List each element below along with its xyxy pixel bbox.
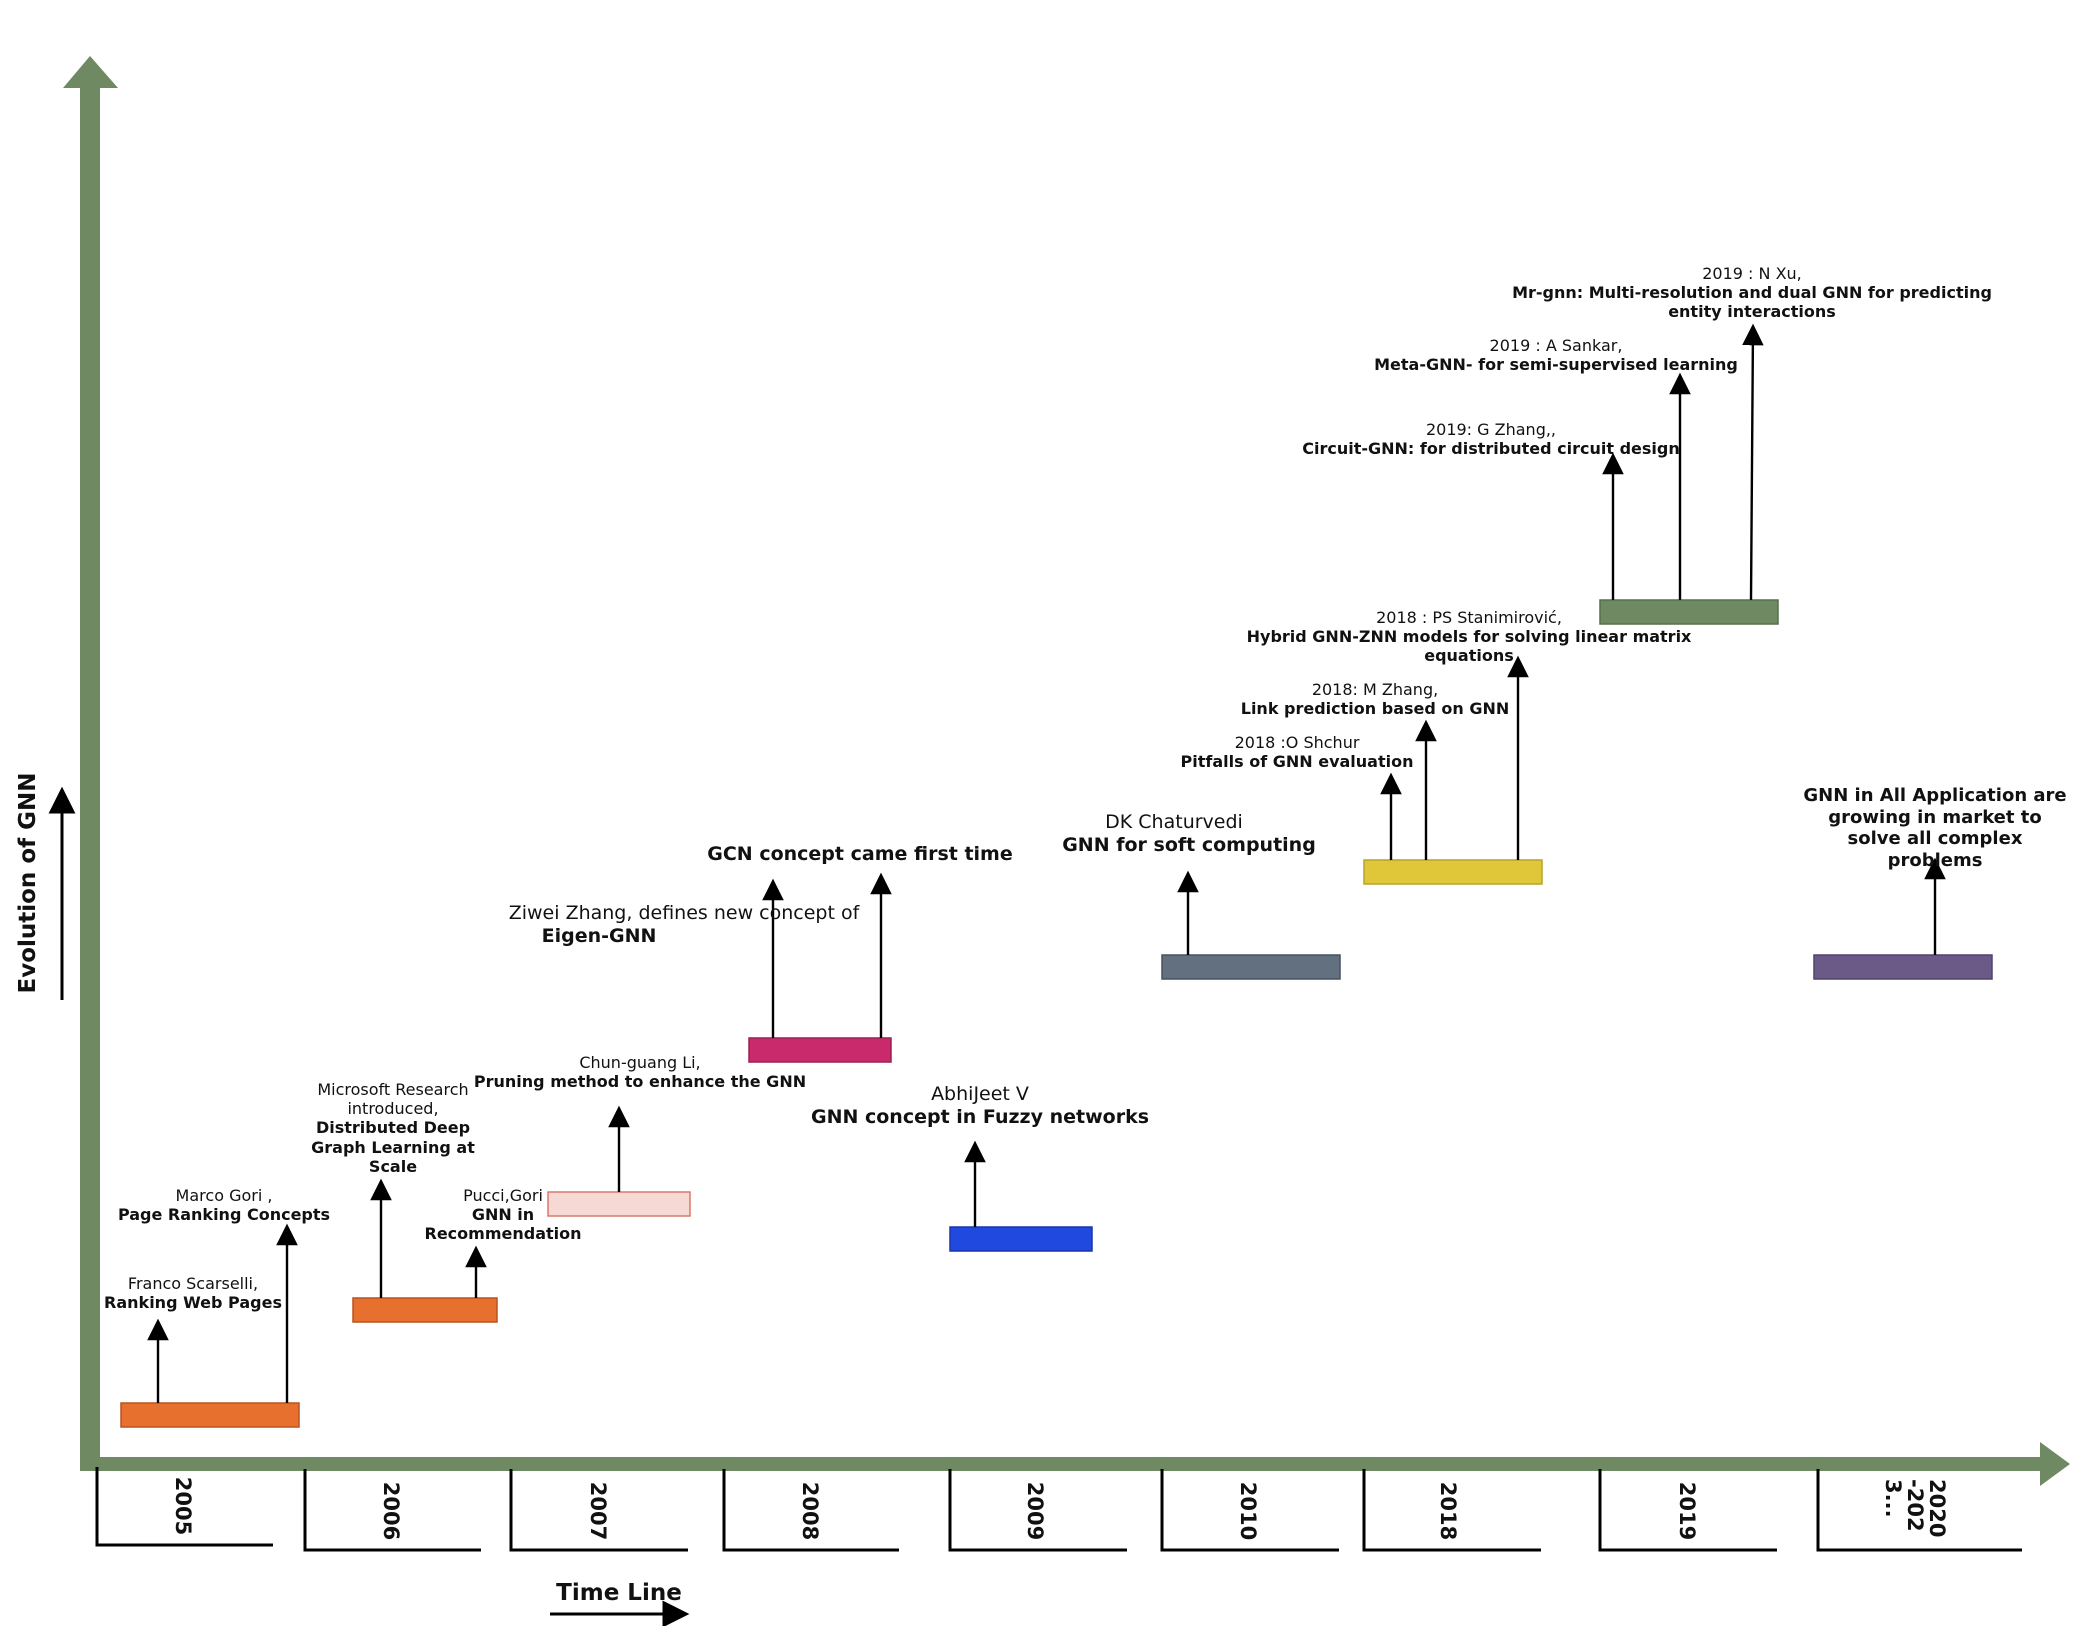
year-bracket-2019 (1598, 1469, 1777, 1552)
event-title: GNN for soft computing (1062, 833, 1316, 856)
y-axis-title: Evolution of GNN (15, 772, 41, 994)
event-author: 2018: M Zhang, (1311, 680, 1439, 699)
event-author: 2019 : A Sankar, (1489, 336, 1623, 355)
year-bracket-2009 (948, 1469, 1127, 1552)
event-title: Eigen-GNN (541, 924, 657, 947)
event-author: 2019: G Zhang,, (1425, 420, 1557, 439)
event-author: 2019 : N Xu, (1702, 264, 1802, 283)
event-m-zhang: 2018: M Zhang, Link prediction based on … (1241, 680, 1510, 718)
event-g-zhang: 2019: G Zhang,, Circuit-GNN: for distrib… (1302, 420, 1680, 458)
event-scarselli: Franco Scarselli, Ranking Web Pages (104, 1274, 282, 1312)
event-gcn: GCN concept came first time (707, 843, 1012, 866)
x-axis-title: Time Line (556, 1580, 682, 1606)
year-label-2018: 2018 (1436, 1481, 1461, 1541)
event-stanimirovic: 2018 : PS Stanimirović, Hybrid GNN-ZNN m… (1244, 608, 1694, 666)
bar-2010 (1161, 954, 1341, 980)
year-bracket-2020-2023 (1816, 1469, 2022, 1552)
year-bracket-2010 (1160, 1469, 1339, 1552)
year-label-2009: 2009 (1023, 1481, 1048, 1541)
y-axis (80, 85, 100, 1470)
bar-2009 (949, 1226, 1093, 1252)
year-bracket-2007 (509, 1469, 688, 1552)
year-label-2006: 2006 (379, 1481, 404, 1541)
event-author: DK Chaturvedi (1105, 811, 1243, 833)
event-chun-guang: Chun-guang Li, Pruning method to enhance… (474, 1053, 806, 1091)
event-fuzzy: AbhiJeet V GNN concept in Fuzzy networks (811, 1083, 1149, 1129)
event-gori: Marco Gori , Page Ranking Concepts (118, 1186, 330, 1224)
year-bracket-2005 (95, 1467, 273, 1547)
bar-2006 (352, 1297, 498, 1323)
event-title: Circuit-GNN: for distributed circuit des… (1302, 439, 1680, 459)
event-title: GNN in All Application are growing in ma… (1803, 785, 2067, 871)
event-author: Ziwei Zhang, defines new concept of (508, 902, 860, 924)
bar-2018 (1363, 859, 1543, 885)
bar-2019 (1599, 599, 1779, 625)
event-pucci: Pucci,Gori GNN in Recommendation (418, 1186, 588, 1244)
event-author: 2018 : PS Stanimirović, (1376, 608, 1562, 627)
bar-2008 (748, 1037, 892, 1063)
y-axis-arrowhead (63, 56, 118, 88)
event-title: GNN concept in Fuzzy networks (810, 1105, 1150, 1128)
bar-2020-2023 (1813, 954, 1993, 980)
event-title: Page Ranking Concepts (117, 1205, 331, 1225)
year-bracket-2006 (303, 1469, 481, 1552)
event-author: 2018 :O Shchur (1234, 733, 1360, 752)
event-sankar: 2019 : A Sankar, Meta-GNN- for semi-supe… (1374, 336, 1738, 374)
event-author: AbhiJeet V (931, 1083, 1029, 1105)
event-author: Pucci,Gori (463, 1186, 543, 1205)
event-title: Mr-gnn: Multi-resolution and dual GNN fo… (1512, 283, 1992, 322)
event-all-applications: GNN in All Application are growing in ma… (1800, 785, 2070, 871)
year-label-2020-2023: 2020-2023... (1880, 1479, 1950, 1538)
bar-2005 (120, 1402, 300, 1428)
event-author: Chun-guang Li, (579, 1053, 701, 1072)
year-label-2005: 2005 (171, 1476, 196, 1536)
year-label-2008: 2008 (798, 1481, 823, 1541)
event-title: Hybrid GNN-ZNN models for solving linear… (1246, 627, 1692, 666)
event-title: GNN in Recommendation (424, 1205, 582, 1244)
event-title: Pitfalls of GNN evaluation (1180, 752, 1414, 772)
event-eigen-gnn: Ziwei Zhang, defines new concept of Eige… (509, 902, 860, 948)
x-axis (80, 1457, 2045, 1471)
event-author: Microsoft Research introduced, (317, 1080, 469, 1119)
event-title: Link prediction based on GNN (1240, 699, 1510, 719)
event-n-xu: 2019 : N Xu, Mr-gnn: Multi-resolution an… (1507, 264, 1997, 322)
event-soft-computing: DK Chaturvedi GNN for soft computing (1062, 811, 1316, 857)
year-bracket-2018 (1362, 1469, 1541, 1552)
event-title: Pruning method to enhance the GNN (473, 1072, 807, 1092)
event-title: Meta-GNN- for semi-supervised learning (1374, 355, 1738, 375)
year-label-2007: 2007 (586, 1481, 611, 1541)
arrow-n-xu (1742, 323, 1764, 601)
year-label-2019: 2019 (1675, 1481, 1700, 1541)
x-axis-arrowhead (2040, 1442, 2070, 1486)
event-author: Franco Scarselli, (127, 1274, 259, 1293)
event-author: Marco Gori , (175, 1186, 273, 1205)
event-title: Ranking Web Pages (104, 1293, 282, 1313)
event-microsoft: Microsoft Research introduced, Distribut… (298, 1080, 488, 1176)
year-bracket-2008 (722, 1469, 899, 1552)
event-title: GCN concept came first time (707, 843, 1013, 865)
year-label-2010: 2010 (1236, 1481, 1261, 1541)
event-title: Distributed Deep Graph Learning at Scale (311, 1118, 475, 1176)
event-shchur: 2018 :O Shchur Pitfalls of GNN evaluatio… (1181, 733, 1414, 771)
